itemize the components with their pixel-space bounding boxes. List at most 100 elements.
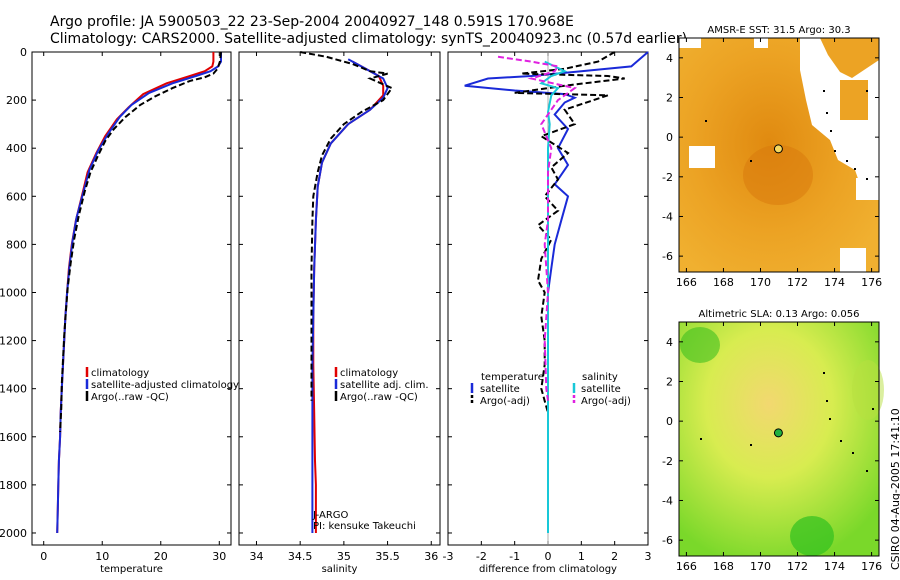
island-speck <box>872 408 874 410</box>
x-tick-label: 170 <box>750 560 771 573</box>
legend-entry: Argo(..raw -QC) <box>91 392 169 403</box>
x-tick-label: 1 <box>578 550 585 563</box>
island-speck <box>823 90 825 92</box>
legend-entry: satellite-adjusted climatology <box>91 380 239 391</box>
map-frame <box>678 37 880 273</box>
y-tick-label: -2 <box>662 455 673 468</box>
x-tick-label: -1 <box>509 550 520 563</box>
x-tick-label: 20 <box>154 550 168 563</box>
island-speck <box>826 112 828 114</box>
legend-title: salinity <box>582 372 618 383</box>
x-tick-label: 0 <box>40 550 47 563</box>
y-tick-label: 1000 <box>0 286 27 299</box>
y-tick-label: -2 <box>662 171 673 184</box>
missing-data-patch <box>840 248 866 272</box>
x-tick-label: 0 <box>545 550 552 563</box>
island-speck <box>866 90 868 92</box>
missing-data-patch <box>800 38 879 195</box>
y-tick-label: 4 <box>666 52 673 65</box>
warm-patch <box>840 80 868 120</box>
x-tick-label: 3 <box>645 550 652 563</box>
x-tick-label: 174 <box>824 560 845 573</box>
x-tick-label: 10 <box>95 550 109 563</box>
y-tick-label: 0 <box>20 46 27 59</box>
legend-title: temperature <box>481 372 544 383</box>
x-tick-label: 166 <box>676 276 697 289</box>
x-axis-label: difference from climatology <box>479 564 617 575</box>
figure-title-line-2: Climatology: CARS2000. Satellite-adjuste… <box>50 31 688 47</box>
warm-patch <box>820 38 879 78</box>
figure-title-line-1: Argo profile: JA 5900503_22 23-Sep-2004 … <box>50 14 574 30</box>
island-speck <box>866 470 868 472</box>
y-tick-label: 1400 <box>0 383 27 396</box>
island-speck <box>823 372 825 374</box>
x-tick-label: 34 <box>249 550 263 563</box>
x-tick-label: 34.5 <box>288 550 313 563</box>
legend-entry: Argo(-adj) <box>480 396 530 407</box>
missing-data-patch <box>754 38 768 48</box>
island-speck <box>750 444 752 446</box>
map-field <box>679 322 879 556</box>
y-tick-label: 600 <box>6 190 27 203</box>
profile-panel-salinity: 34 34.5 35 35.5 36 salinity climatologysatelli… <box>238 51 441 575</box>
x-tick-label: 168 <box>713 276 734 289</box>
x-tick-label: -2 <box>476 550 487 563</box>
series-satellite-adjusted-climatology <box>56 52 222 534</box>
island-speck <box>829 418 831 420</box>
series-argo-raw-qc- <box>300 51 394 401</box>
x-tick-label: 172 <box>787 560 808 573</box>
annotation-text: J-ARGO <box>312 510 349 521</box>
x-axis-label: salinity <box>322 564 358 575</box>
x-axis-label: temperature <box>100 564 163 575</box>
profile-panel-difference: -3 -2 -1 0 1 2 3 difference from climatology tem… <box>443 51 652 575</box>
x-tick-label: 174 <box>824 276 845 289</box>
y-tick-label: 1800 <box>0 479 27 492</box>
y-tick-label: 2 <box>666 375 673 388</box>
island-speck <box>854 168 856 170</box>
legend-entry: satellite <box>581 384 621 395</box>
y-tick-label: 4 <box>666 336 673 349</box>
x-tick-label: 30 <box>212 550 226 563</box>
plot-frame <box>238 51 441 546</box>
y-tick-label: -4 <box>662 494 673 507</box>
timestamp-stamp: CSIRO 04-Aug-2005 17:41:10 <box>889 408 900 570</box>
y-tick-label: 0 <box>666 131 673 144</box>
missing-data-patch <box>679 38 701 48</box>
island-speck <box>750 160 752 162</box>
island-speck <box>840 440 842 442</box>
mid-sla-patch <box>852 360 884 420</box>
missing-data-patch <box>689 146 715 168</box>
island-speck <box>826 400 828 402</box>
x-tick-label: 168 <box>713 560 734 573</box>
argo-location-marker <box>773 144 783 154</box>
x-tick-label: 176 <box>861 560 882 573</box>
x-tick-label: 166 <box>676 560 697 573</box>
map-frame <box>678 321 880 557</box>
map-title: Altimetric SLA: 0.13 Argo: 0.056 <box>699 309 860 320</box>
island-speck <box>700 438 702 440</box>
map-panel-sst_map: 166 168 170 172 174 176 -6 -4 -2 0 2 4 AMSR-E SST: 3… <box>662 25 882 289</box>
x-tick-label: 172 <box>787 276 808 289</box>
x-tick-label: 176 <box>861 276 882 289</box>
y-tick-label: -6 <box>662 250 673 263</box>
low-sla-patch <box>790 516 834 556</box>
y-tick-label: 1600 <box>0 431 27 444</box>
y-tick-label: 1200 <box>0 335 27 348</box>
legend-entry: Argo(..raw -QC) <box>340 392 418 403</box>
profile-panel-temperature: 0 10 20 30 0 200 400 600 800 1000 1200 1400 1600 1800… <box>0 46 239 575</box>
y-tick-label: 200 <box>6 94 27 107</box>
island-speck <box>834 150 836 152</box>
argo-location-marker <box>773 428 783 438</box>
island-speck <box>866 178 868 180</box>
legend-entry: satellite <box>480 384 520 395</box>
island-speck <box>705 120 707 122</box>
missing-data-patch <box>856 178 879 200</box>
series-temperature-argo-adj- <box>514 51 625 432</box>
x-tick-label: 2 <box>611 550 618 563</box>
legend-entry: Argo(-adj) <box>581 396 631 407</box>
map-panel-sla_map: 166 168 170 172 174 176 -6 -4 -2 0 2 4 Altimetric SL… <box>662 309 884 573</box>
legend-entry: satellite adj. clim. <box>340 380 429 391</box>
annotation-text: PI: kensuke Takeuchi <box>313 521 416 532</box>
x-tick-label: -3 <box>443 550 454 563</box>
